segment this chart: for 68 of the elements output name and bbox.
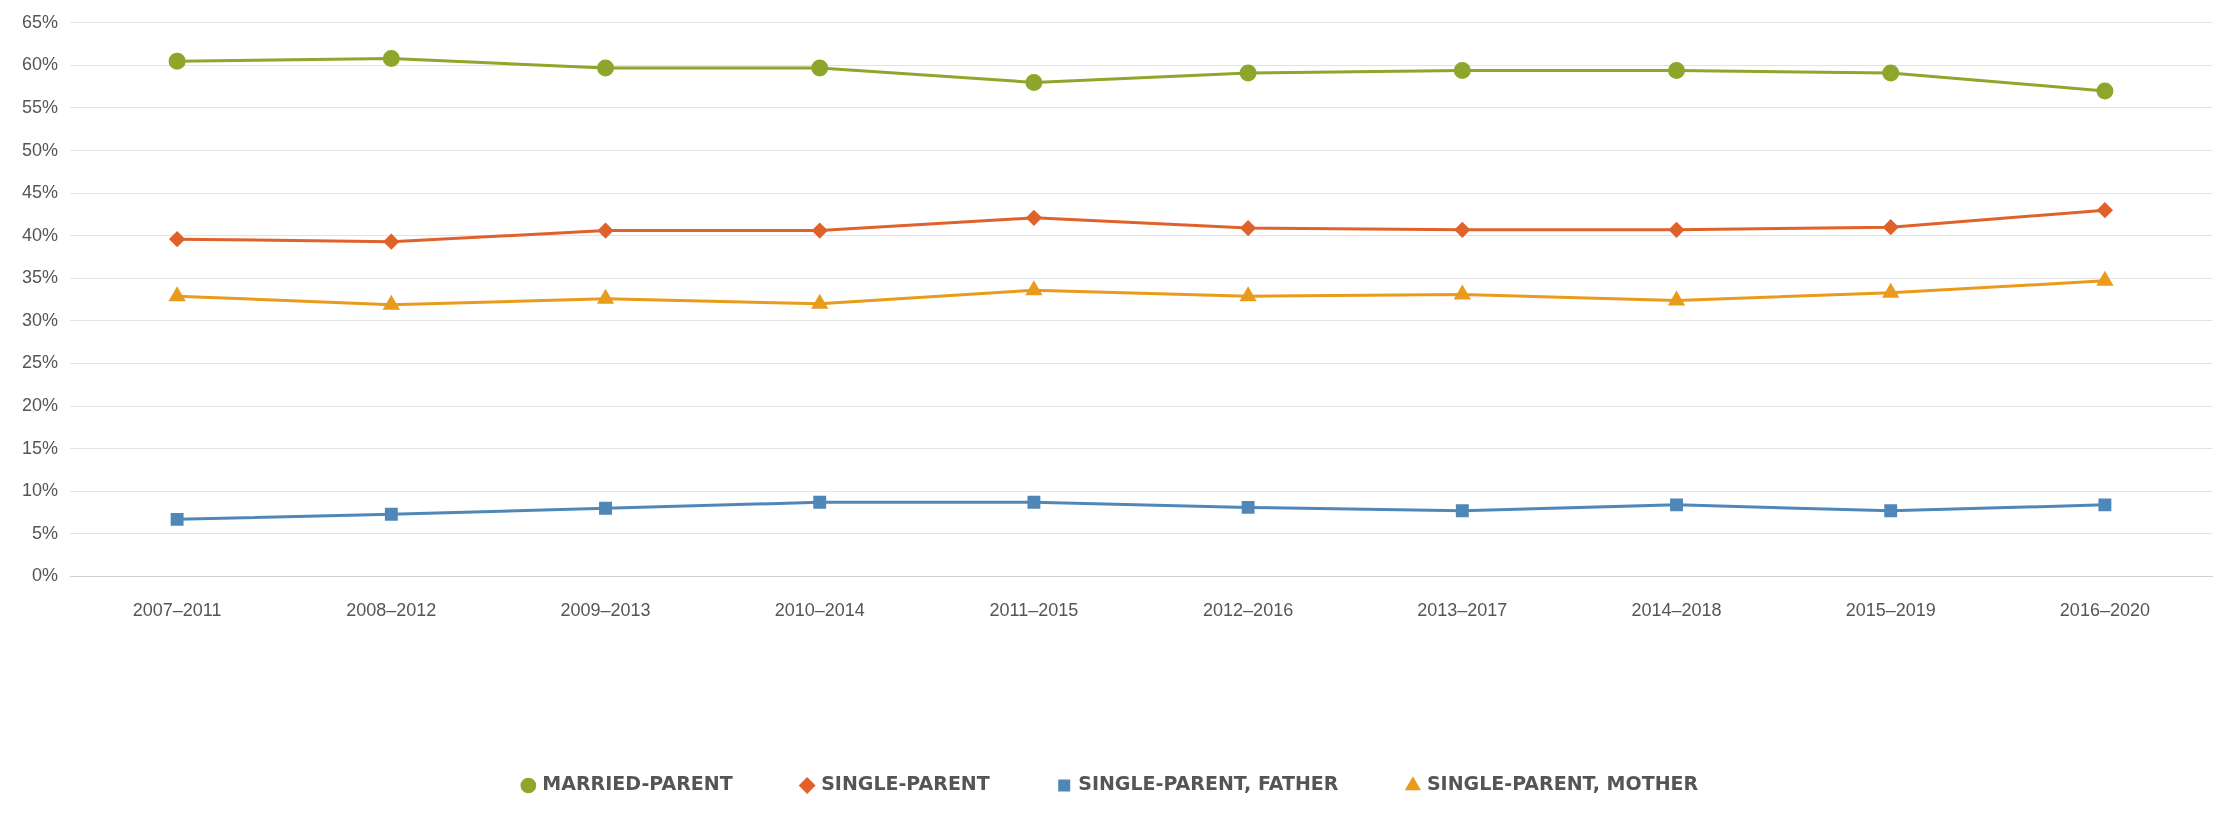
point — [383, 234, 399, 250]
point — [597, 290, 614, 304]
x-tick-label: 2014–2018 — [1631, 600, 1722, 621]
point — [169, 231, 185, 247]
point — [383, 296, 399, 310]
point — [1882, 64, 1900, 82]
point — [1669, 222, 1685, 238]
legend-label: SINGLE-PARENT, MOTHER — [1426, 772, 1699, 795]
point — [812, 295, 828, 309]
y-tick-label: 35% — [22, 267, 59, 288]
point — [1454, 285, 1470, 300]
x-tick-label: 2015–2019 — [1845, 600, 1936, 621]
point — [1455, 504, 1469, 518]
x-tick-label: 2013–2017 — [1417, 600, 1508, 621]
legend-label: SINGLE-PARENT, FATHER — [1078, 772, 1339, 795]
y-tick-label: 60% — [22, 54, 59, 75]
y-tick-label: 50% — [22, 139, 59, 160]
point — [1883, 219, 1899, 235]
point — [1884, 504, 1898, 518]
point — [1454, 222, 1470, 238]
y-tick-label: 10% — [22, 480, 59, 501]
y-tick-label: 15% — [22, 437, 59, 458]
point — [1026, 210, 1042, 226]
point — [813, 495, 827, 509]
point — [1241, 500, 1255, 514]
y-tick-label: 45% — [22, 182, 59, 203]
point — [1240, 287, 1256, 302]
point — [2098, 498, 2112, 512]
x-tick-label: 2011–2015 — [989, 600, 1079, 621]
point — [1670, 498, 1683, 512]
point — [1453, 62, 1471, 79]
y-tick-label: 5% — [32, 522, 59, 543]
point — [1240, 220, 1256, 236]
x-tick-label: 2016–2020 — [2059, 600, 2150, 621]
point — [1883, 284, 1899, 298]
point — [170, 512, 184, 526]
legend-label: MARRIED-PARENT — [542, 772, 733, 795]
point — [168, 52, 186, 70]
point — [811, 59, 829, 77]
point — [1239, 64, 1257, 82]
point — [2097, 202, 2113, 218]
y-tick-label: 25% — [22, 352, 59, 373]
y-tick-label: 40% — [22, 224, 59, 245]
point — [598, 223, 614, 239]
x-tick-label: 2008–2012 — [346, 600, 437, 621]
point — [382, 50, 400, 68]
x-tick-label: 2012–2016 — [1203, 600, 1294, 621]
point — [1668, 291, 1685, 306]
y-tick-label: 0% — [32, 565, 59, 586]
point — [1027, 495, 1041, 509]
point — [1026, 281, 1042, 296]
point — [2097, 272, 2113, 286]
y-tick-label: 20% — [22, 395, 59, 416]
y-tick-label: 55% — [22, 96, 59, 117]
point — [384, 507, 398, 521]
point — [597, 59, 615, 77]
x-tick-label: 2009–2013 — [560, 600, 651, 621]
point — [812, 223, 828, 239]
x-tick-label: 2010–2014 — [774, 600, 865, 621]
point — [599, 501, 612, 515]
y-tick-label: 30% — [22, 309, 59, 330]
point — [169, 287, 185, 302]
legend-label: SINGLE-PARENT — [821, 772, 990, 795]
point — [2096, 82, 2114, 100]
point — [1668, 62, 1686, 79]
y-tick-label: 65% — [22, 11, 59, 32]
x-tick-label: 2007–2011 — [132, 600, 222, 621]
point — [1025, 73, 1043, 91]
